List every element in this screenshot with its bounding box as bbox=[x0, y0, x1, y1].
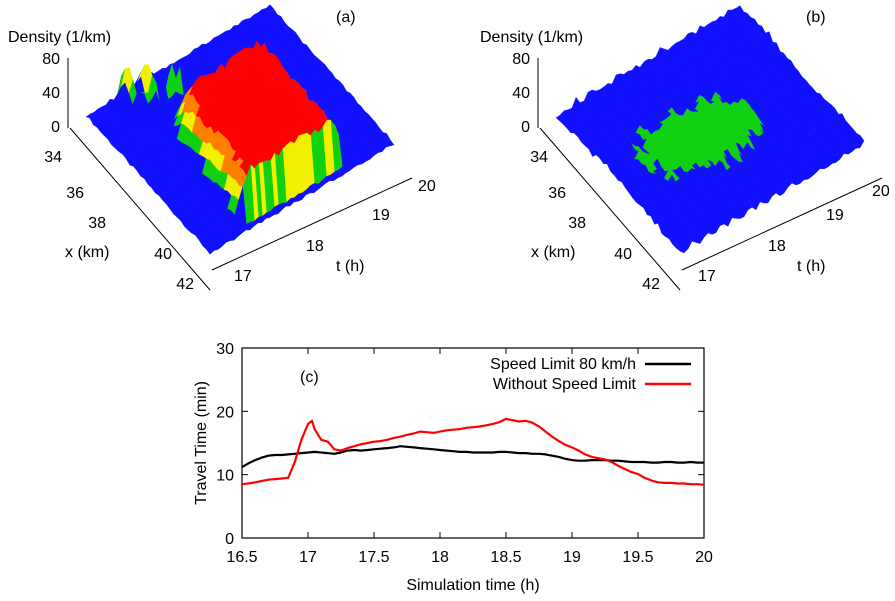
y-axis-label: Travel Time (min) bbox=[193, 381, 210, 505]
panel-a-ttick: 19 bbox=[372, 207, 390, 224]
panel-b-ttick: 19 bbox=[826, 207, 844, 224]
panel-b-ttick: 17 bbox=[698, 268, 716, 285]
panel-a-ttick: 17 bbox=[234, 268, 252, 285]
plot-frame bbox=[241, 347, 705, 539]
x-tick-label: 19.5 bbox=[622, 549, 653, 566]
surface-patch bbox=[206, 246, 215, 255]
t-axis bbox=[681, 177, 883, 271]
panel-b-ztick: 40 bbox=[512, 85, 530, 102]
legend: Speed Limit 80 km/h Without Speed Limit bbox=[490, 356, 691, 393]
surface-mesh bbox=[555, 5, 865, 254]
series-line-speed-limit bbox=[241, 445, 704, 469]
panel-b-ttick: 20 bbox=[872, 183, 890, 200]
chart-c-label: (c) bbox=[300, 369, 319, 386]
panel-a-ztick: 40 bbox=[42, 85, 60, 102]
panel-b-ztick: 80 bbox=[512, 51, 530, 68]
x-axis-label: Simulation time (h) bbox=[406, 577, 539, 594]
x-tick-label: 18.5 bbox=[490, 549, 521, 566]
x-tick-label: 16.5 bbox=[226, 549, 257, 566]
panel-a-ztick: 80 bbox=[42, 51, 60, 68]
panel-b-label: (b) bbox=[806, 9, 826, 26]
x-axis bbox=[69, 127, 211, 291]
x-tick-label: 18 bbox=[431, 549, 449, 566]
y-tick-label: 10 bbox=[216, 468, 234, 485]
surface-patch bbox=[675, 247, 685, 254]
panel-a-ttick: 18 bbox=[306, 238, 324, 255]
panel-b-xtick: 38 bbox=[568, 215, 586, 232]
panel-a-zlabel: Density (1/km) bbox=[8, 29, 111, 46]
panel-a-xtick: 34 bbox=[44, 149, 62, 166]
panel-a-ttick: 20 bbox=[418, 178, 436, 195]
surface-panel-a: (a) Density (1/km) 80 40 0 34 36 38 40 4… bbox=[8, 4, 436, 293]
y-tick-label: 0 bbox=[225, 531, 234, 548]
panel-b-xtick: 34 bbox=[530, 149, 548, 166]
y-tick-label: 30 bbox=[216, 341, 234, 358]
x-tick-label: 20 bbox=[695, 549, 713, 566]
panel-b-tlabel: t (h) bbox=[797, 258, 825, 275]
legend-label-without-limit: Without Speed Limit bbox=[493, 376, 637, 393]
series-line-without-limit bbox=[241, 417, 705, 486]
panel-a-xtick: 42 bbox=[176, 276, 194, 293]
panel-b-ztick: 0 bbox=[521, 119, 530, 136]
surface-panel-b: (b) Density (1/km) 80 40 0 34 36 38 40 4… bbox=[480, 5, 890, 293]
panel-b-zlabel: Density (1/km) bbox=[480, 29, 583, 46]
panel-a-tlabel: t (h) bbox=[336, 258, 364, 275]
panel-a-xlabel: x (km) bbox=[65, 244, 109, 261]
y-tick-label: 20 bbox=[216, 404, 234, 421]
panel-b-ttick: 18 bbox=[768, 238, 786, 255]
panel-b-xtick: 42 bbox=[642, 276, 660, 293]
panel-a-xtick: 36 bbox=[66, 185, 84, 202]
panel-b-xtick: 40 bbox=[614, 246, 632, 263]
x-tick-label: 17 bbox=[299, 549, 317, 566]
x-tick-label: 19 bbox=[563, 549, 581, 566]
panel-a-label: (a) bbox=[336, 9, 356, 26]
legend-label-speed-limit: Speed Limit 80 km/h bbox=[490, 356, 636, 373]
x-tick-label: 17.5 bbox=[358, 549, 389, 566]
panel-a-xtick: 38 bbox=[88, 215, 106, 232]
panel-a-ztick: 0 bbox=[51, 119, 60, 136]
series-lines bbox=[241, 417, 705, 486]
x-axis bbox=[539, 127, 681, 291]
panel-a-xtick: 40 bbox=[154, 246, 172, 263]
panel-b-xlabel: x (km) bbox=[531, 244, 575, 261]
t-axis bbox=[211, 177, 413, 271]
panel-b-xtick: 36 bbox=[548, 185, 566, 202]
axis-ticks: 16.5 17 17.5 18 18.5 19 19.5 20 0 10 20 30 bbox=[216, 341, 713, 566]
surface-axes bbox=[537, 58, 883, 291]
line-chart-c: 16.5 17 17.5 18 18.5 19 19.5 20 0 10 20 30 (c) Simu… bbox=[193, 341, 713, 594]
surface-axes bbox=[67, 58, 413, 291]
surface-mesh bbox=[85, 4, 395, 255]
